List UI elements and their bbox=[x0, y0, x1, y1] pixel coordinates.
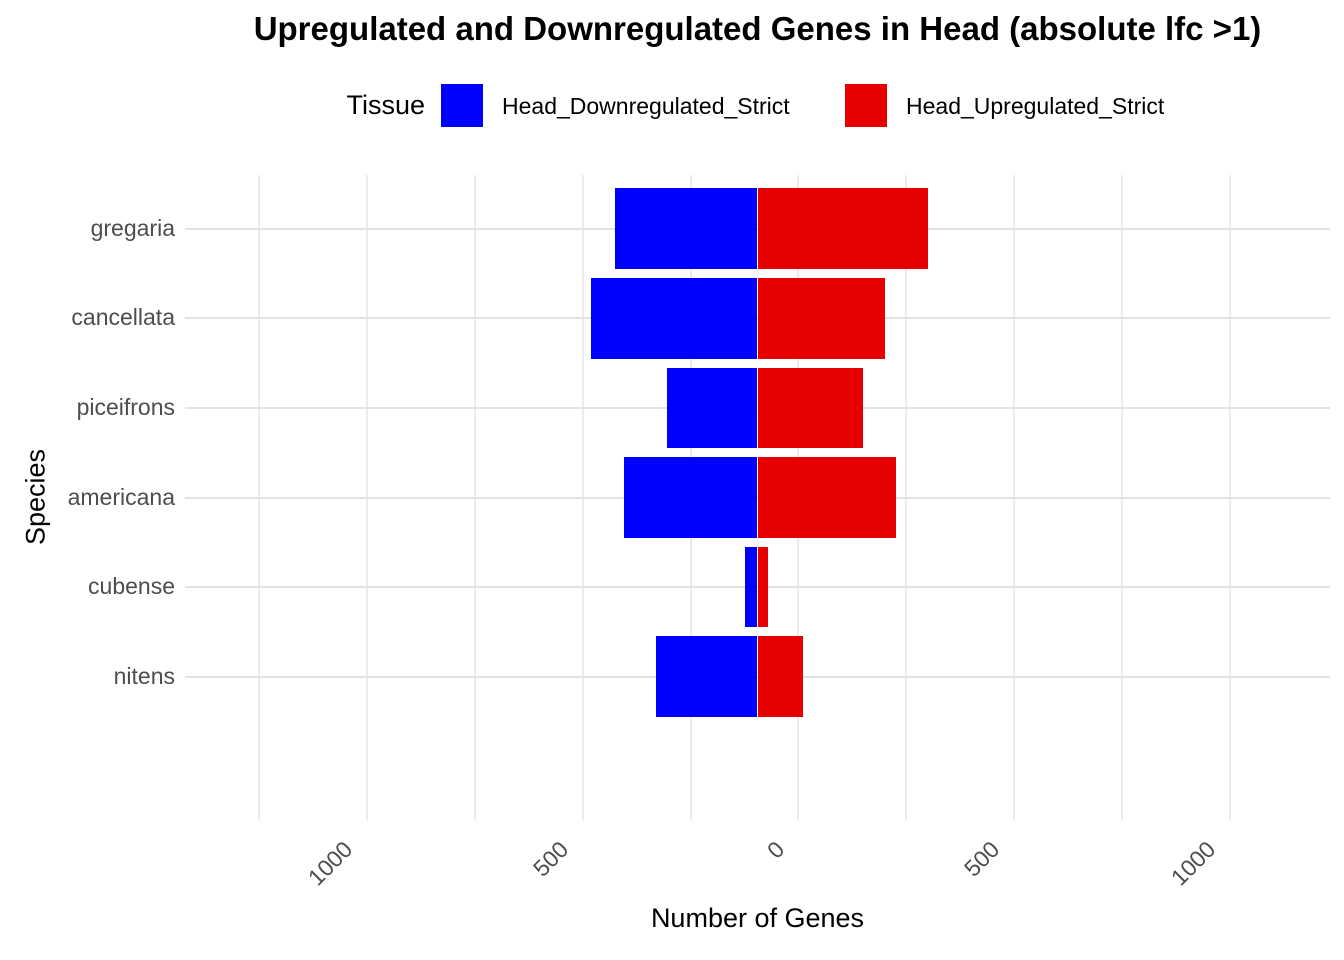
bar-gregaria-head_upregulated_strict bbox=[757, 188, 928, 270]
y-tick-label-piceifrons: piceifrons bbox=[76, 393, 175, 420]
bar-piceifrons-head_upregulated_strict bbox=[757, 367, 864, 449]
bar-gregaria-head_downregulated_strict bbox=[615, 188, 758, 270]
y-tick-label-nitens: nitens bbox=[113, 662, 175, 689]
y-tick-label-cancellata: cancellata bbox=[71, 304, 175, 331]
legend-key-upregulated-swatch bbox=[845, 84, 887, 127]
legend-label-upregulated: Head_Upregulated_Strict bbox=[906, 93, 1165, 119]
chart-panel bbox=[185, 175, 1330, 820]
x-tick-label-1000: 1000 bbox=[1165, 836, 1221, 891]
bar-cancellata-head_upregulated_strict bbox=[757, 278, 885, 359]
legend-label-downregulated: Head_Downregulated_Strict bbox=[502, 93, 790, 119]
x-tick-label-0: 0 bbox=[761, 836, 789, 864]
x-tick-label--1000: 1000 bbox=[303, 836, 358, 891]
bar-cubense-head_upregulated_strict bbox=[757, 546, 769, 628]
y-tick-label-americana: americana bbox=[67, 483, 175, 510]
y-tick-label-cubense: cubense bbox=[88, 573, 175, 600]
bar-cubense-head_downregulated_strict bbox=[744, 546, 758, 628]
y-tick-label-gregaria: gregaria bbox=[90, 214, 175, 241]
bar-americana-head_downregulated_strict bbox=[623, 457, 758, 538]
x-axis-title: Number of Genes bbox=[650, 903, 865, 933]
y-axis-title: Species bbox=[20, 448, 51, 546]
bar-nitens-head_downregulated_strict bbox=[656, 636, 758, 717]
legend-key-downregulated-swatch bbox=[441, 84, 483, 127]
x-tick-label-500: 500 bbox=[958, 836, 1005, 882]
bar-piceifrons-head_downregulated_strict bbox=[666, 367, 758, 449]
bar-americana-head_upregulated_strict bbox=[757, 457, 896, 538]
bar-nitens-head_upregulated_strict bbox=[757, 636, 803, 717]
legend-title: Tissue bbox=[346, 90, 425, 120]
bar-cancellata-head_downregulated_strict bbox=[591, 278, 758, 359]
x-tick-label--500: 500 bbox=[527, 836, 574, 882]
plot-title: Upregulated and Downregulated Genes in H… bbox=[253, 10, 1262, 47]
